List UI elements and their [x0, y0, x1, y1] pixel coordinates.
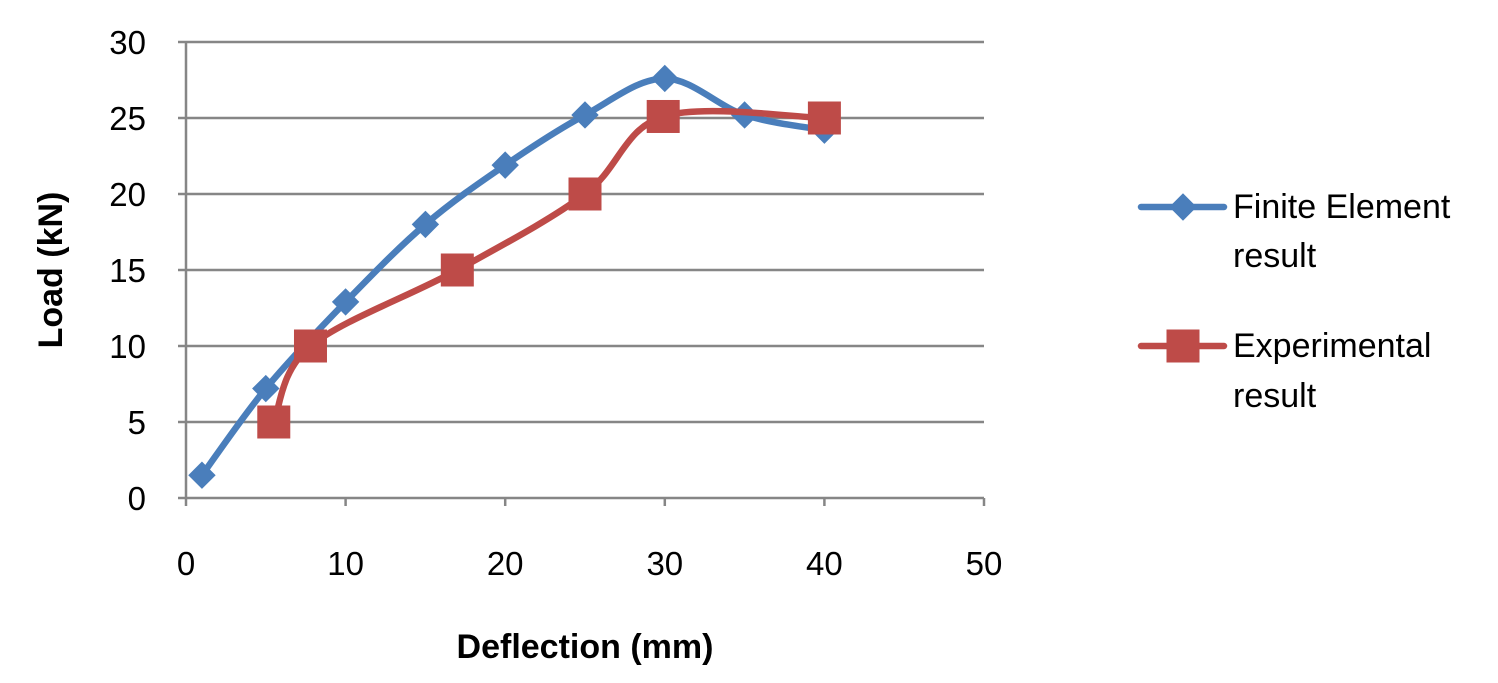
y-tick-label: 25	[109, 100, 146, 137]
x-tick-label: 30	[646, 545, 683, 582]
series-line	[270, 107, 828, 426]
legend-item-2: Experimental result	[1137, 327, 1431, 415]
legend-label: Experimental	[1233, 327, 1431, 365]
square-marker	[568, 177, 602, 211]
diamond-marker	[491, 151, 519, 179]
x-tick-label: 40	[806, 545, 843, 582]
square-marker	[440, 253, 474, 287]
y-tick-label: 15	[109, 252, 146, 289]
x-tick-label: 10	[327, 545, 364, 582]
diamond-marker	[331, 288, 360, 316]
legend: Finite Element result Experimental result	[1137, 188, 1451, 415]
diamond-marker	[188, 461, 216, 489]
square-marker	[257, 405, 291, 439]
x-tick-label: 0	[177, 545, 195, 582]
x-tick-label: 50	[966, 545, 1003, 582]
legend-label: result	[1233, 377, 1317, 415]
x-axis-title: Deflection (mm)	[457, 628, 714, 666]
square-marker	[646, 99, 680, 133]
series-2	[257, 99, 841, 439]
square-marker	[807, 101, 841, 135]
x-tick-label: 20	[487, 545, 524, 582]
series-line	[198, 75, 828, 479]
legend-marker	[1166, 329, 1200, 363]
gridlines	[186, 40, 984, 424]
series-1	[188, 64, 839, 489]
y-axis-title: Load (kN)	[32, 192, 70, 349]
legend-label: result	[1233, 237, 1317, 275]
y-tick-label: 30	[109, 24, 146, 61]
tick-labels: 0 5 10 15 20 25 30 0 10 20 30 40 50	[109, 24, 1002, 582]
square-marker	[293, 329, 327, 363]
diamond-marker	[651, 64, 679, 93]
y-tick-label: 5	[128, 404, 146, 441]
y-tick-label: 20	[109, 176, 146, 213]
series-group	[188, 64, 841, 489]
legend-marker	[1169, 193, 1197, 221]
diamond-marker	[571, 101, 599, 129]
legend-item-1: Finite Element result	[1137, 188, 1451, 275]
y-tick-label: 0	[128, 480, 146, 517]
legend-label: Finite Element	[1233, 188, 1451, 226]
axes	[178, 40, 986, 506]
diamond-marker	[411, 210, 440, 239]
diamond-marker	[252, 374, 280, 403]
y-tick-label: 10	[109, 328, 146, 365]
